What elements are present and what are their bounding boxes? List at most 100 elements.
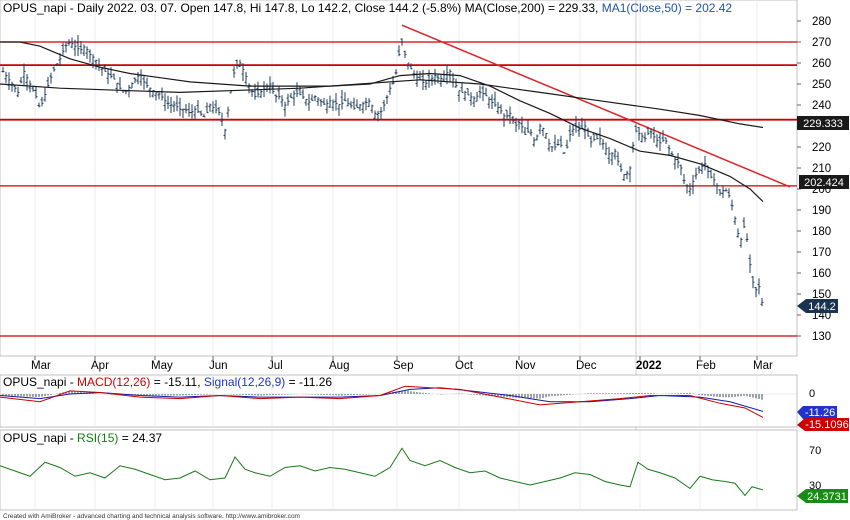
price-bar [715,183,719,194]
price-bar [349,101,353,109]
macd-badge: -15.1096 [797,418,849,431]
price-bar [454,78,458,88]
price-bar [748,254,752,273]
price-bar [208,103,212,112]
price-bar [226,106,230,118]
rsi-pane: 70 30 OPUS_napi - RSI(15) = 24.37 24.373… [0,429,848,511]
price-bar [409,63,413,70]
price-bar [178,97,182,117]
rsi-badge-text: 24.3731 [807,491,847,503]
price-bar [322,98,326,105]
price-bar [310,94,314,101]
price-bar [481,85,485,102]
price-bar [562,152,566,155]
price-bar [352,97,356,110]
macd-value: = -15.11, [150,375,203,389]
price-bar [469,92,473,106]
price-bar [649,128,653,139]
price-bar [406,62,410,70]
x-tick-label: May [151,360,173,372]
price-bar [694,167,698,180]
price-bar [1,66,5,73]
price-bar [319,98,323,107]
y-tick-label: 280 [812,16,831,28]
price-bar [616,151,620,166]
price-bar [640,132,644,143]
price-bar [472,96,476,108]
price-bar [610,152,614,166]
price-bar [193,106,197,119]
x-axis-ticks: Mar Apr May Jun Jul Aug Sep Oct Nov Dec 2022 Feb Mar [31,356,773,372]
price-bar [94,59,98,70]
price-pane: Mar Apr May Jun Jul Aug Sep Oct Nov Dec 2022 Feb Mar… [0,0,849,510]
price-bar [106,67,110,85]
price-bar [79,41,83,55]
price-bar [202,113,206,118]
price-bar [355,99,359,109]
price-bar [601,139,605,150]
price-bar [703,155,707,171]
footer-credit: Created with AmiBroker - advanced charti… [3,513,300,520]
price-bar [220,112,224,126]
price-bar [346,98,350,107]
price-bar [337,104,341,116]
price-bar [166,95,170,110]
price-bar [628,166,632,183]
price-bar [85,46,89,59]
price-bar [709,169,713,179]
price-bar [4,71,8,84]
price-bar [25,73,29,91]
price-bar [478,85,482,99]
price-bar [466,88,470,96]
macd-line [0,385,764,418]
ma50-badge-text: 202.424 [804,177,844,189]
price-bar [487,96,491,109]
price-bar [592,133,596,142]
price-bar [49,72,53,84]
x-tick-label: Dec [576,360,597,372]
x-tick-label: Mar [31,360,51,372]
price-bar [145,77,149,88]
macd-badge-text: -15.1096 [805,419,848,431]
ma200-line [0,79,764,129]
rsi-badge: 24.3731 [797,489,848,503]
price-bar [682,173,686,185]
price-bar [685,184,689,194]
rsi-tick-70: 70 [809,445,821,457]
price-bar [457,90,461,102]
price-bar [520,116,524,134]
price-bar [724,188,728,192]
macd-header: OPUS_napi - MACD(12,26) = -15.11, Signal… [3,375,332,389]
price-bar [643,132,647,143]
price-bar [712,173,716,187]
price-bar [736,228,740,238]
signal-value: = -11.26 [285,375,332,389]
price-bar [307,93,311,111]
price-bar [91,54,95,69]
price-bar [379,106,383,120]
price-bar [334,93,338,111]
price-bar [463,90,467,101]
trend-line [401,24,791,188]
rsi-legend: RSI(15) [77,431,118,445]
price-bar [130,82,134,89]
price-bar [46,76,50,88]
price-bar [358,103,362,111]
price-bar [367,98,371,108]
price-bar [688,183,692,197]
price-bar [745,233,749,243]
price-bar [397,45,401,57]
price-bar [52,66,56,72]
price-bar [499,104,503,115]
price-bar [118,76,122,90]
price-bar [403,50,407,58]
price-bar [382,99,386,112]
price-bar [268,76,272,94]
price-bar [742,217,746,229]
price-bar [88,49,92,63]
rsi-symbol: OPUS_napi - [3,431,77,445]
price-bar [751,276,755,289]
x-tick-label: Oct [455,360,474,372]
ma200-badge: 229.333 [797,116,849,130]
